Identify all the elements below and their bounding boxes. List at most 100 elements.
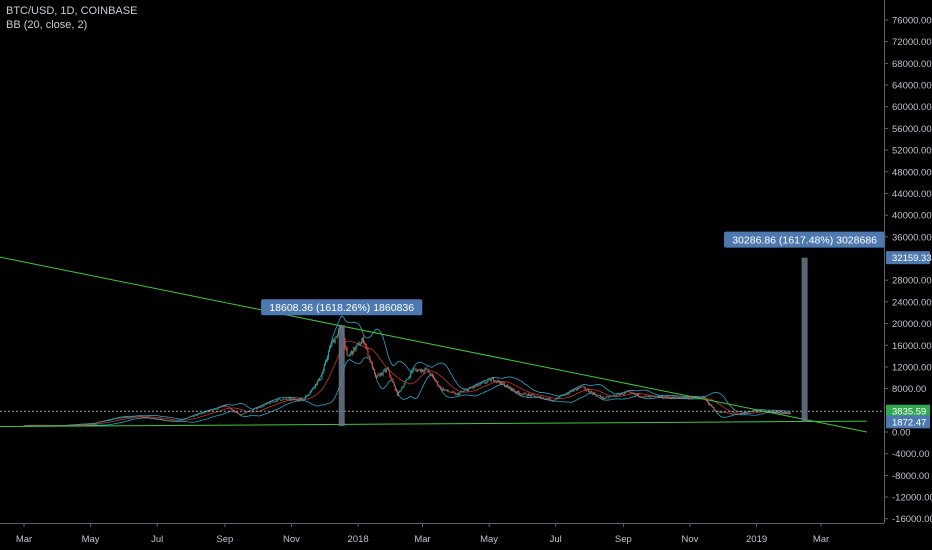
indicator-title[interactable]: BB (20, close, 2) [6, 19, 88, 31]
candle-body [217, 407, 219, 409]
candle-body [568, 393, 570, 394]
candle-body [664, 396, 666, 399]
candle-body [448, 391, 450, 392]
candle-body [370, 361, 372, 363]
candle-body [84, 424, 86, 425]
candle-body [663, 398, 665, 399]
candle-body [615, 396, 617, 397]
price-axis[interactable]: 76000.00 72000.00 68000.00 64000.00 60000.00… [884, 0, 932, 525]
candle-body [158, 418, 160, 420]
candle-body [144, 416, 146, 418]
candle-body [286, 399, 288, 400]
candle-body [328, 351, 330, 358]
candle-body [274, 400, 276, 402]
candle-body [522, 394, 524, 395]
candle-body [372, 368, 374, 370]
candle-body [258, 406, 260, 409]
candle-body [596, 394, 598, 396]
candle-body [99, 421, 101, 423]
candle-body [538, 396, 540, 397]
price-tick-label: 64000.00 [892, 81, 932, 92]
candle-body [311, 388, 313, 390]
candle-body [236, 411, 238, 413]
candle-body [337, 330, 339, 334]
candle-body [544, 398, 546, 400]
time-tick-label: May [480, 534, 498, 545]
candle-body [579, 386, 581, 389]
range-bar-2[interactable] [801, 257, 808, 422]
price-tick-label: -4000.00 [892, 449, 930, 460]
candle-body [490, 379, 492, 382]
candle-body [205, 411, 207, 413]
bollinger-bands [23, 315, 791, 427]
candle-body [442, 388, 444, 391]
candle-body [357, 343, 359, 345]
range-measurement-layer[interactable]: 18608.36 (1618.26%) 1860836 30286.86 (161… [261, 231, 886, 427]
candle-body [471, 387, 473, 389]
candle-body [675, 396, 677, 398]
candle-body [394, 385, 396, 391]
candle-body [318, 378, 320, 382]
candle-body [621, 392, 623, 395]
candle-body [282, 399, 284, 401]
trendline-layer[interactable] [0, 256, 884, 433]
candle-body [330, 346, 332, 347]
candle-body [520, 394, 522, 395]
candle-body [619, 394, 621, 396]
candle-body [735, 413, 737, 415]
candle-body [384, 369, 386, 372]
candle-body [729, 413, 731, 414]
candle-body [451, 391, 453, 393]
candle-body [580, 386, 582, 388]
candle-body [594, 392, 596, 395]
candle-body [164, 419, 166, 421]
candle-body [380, 372, 382, 377]
price-tick-label: 72000.00 [892, 37, 932, 48]
candle-body [437, 381, 439, 386]
candle-body [145, 417, 147, 418]
candle-body [362, 337, 363, 342]
candle-body [684, 397, 685, 399]
candle-body [573, 389, 575, 392]
candle-body [85, 424, 87, 425]
time-axis[interactable]: Mar May Jul Sep Nov 2018 Mar May Jul Sep Nov 2019 Ma… [0, 523, 884, 545]
candle-body [165, 419, 167, 421]
candle-body [743, 413, 744, 414]
candle-body [539, 396, 541, 399]
candle-body [772, 411, 774, 413]
candle-body [162, 419, 164, 421]
candle-body [168, 420, 170, 422]
candle-body [272, 401, 274, 403]
candle-body [565, 394, 566, 396]
candle-body [662, 396, 664, 399]
candle-body [765, 411, 767, 413]
trendline-upper-resistance[interactable] [0, 256, 867, 433]
candle-body [785, 412, 787, 414]
candle-body [584, 387, 586, 390]
candle-body [294, 399, 296, 400]
candle-body [137, 415, 138, 417]
candle-body [509, 386, 511, 388]
candle-body [676, 396, 678, 398]
candle-body [252, 409, 254, 411]
candle-body [277, 398, 279, 400]
candle-body [588, 389, 589, 392]
candle-body [75, 424, 77, 426]
candle-body [267, 402, 268, 404]
candle-body [425, 368, 427, 370]
candle-body [41, 425, 42, 427]
candle-body [600, 395, 601, 398]
candle-body [534, 395, 536, 397]
candle-body [665, 396, 667, 398]
symbol-title[interactable]: BTC/USD, 1D, COINBASE [6, 5, 138, 17]
candle-body [78, 424, 80, 425]
candle-body [472, 387, 474, 389]
candle-body [555, 399, 557, 401]
candle-body [259, 406, 261, 408]
range-bar-1[interactable] [338, 325, 345, 427]
candle-body [723, 412, 725, 413]
candle-body [169, 420, 171, 422]
trendline-lower-support[interactable] [0, 420, 867, 428]
candle-body [757, 410, 759, 411]
